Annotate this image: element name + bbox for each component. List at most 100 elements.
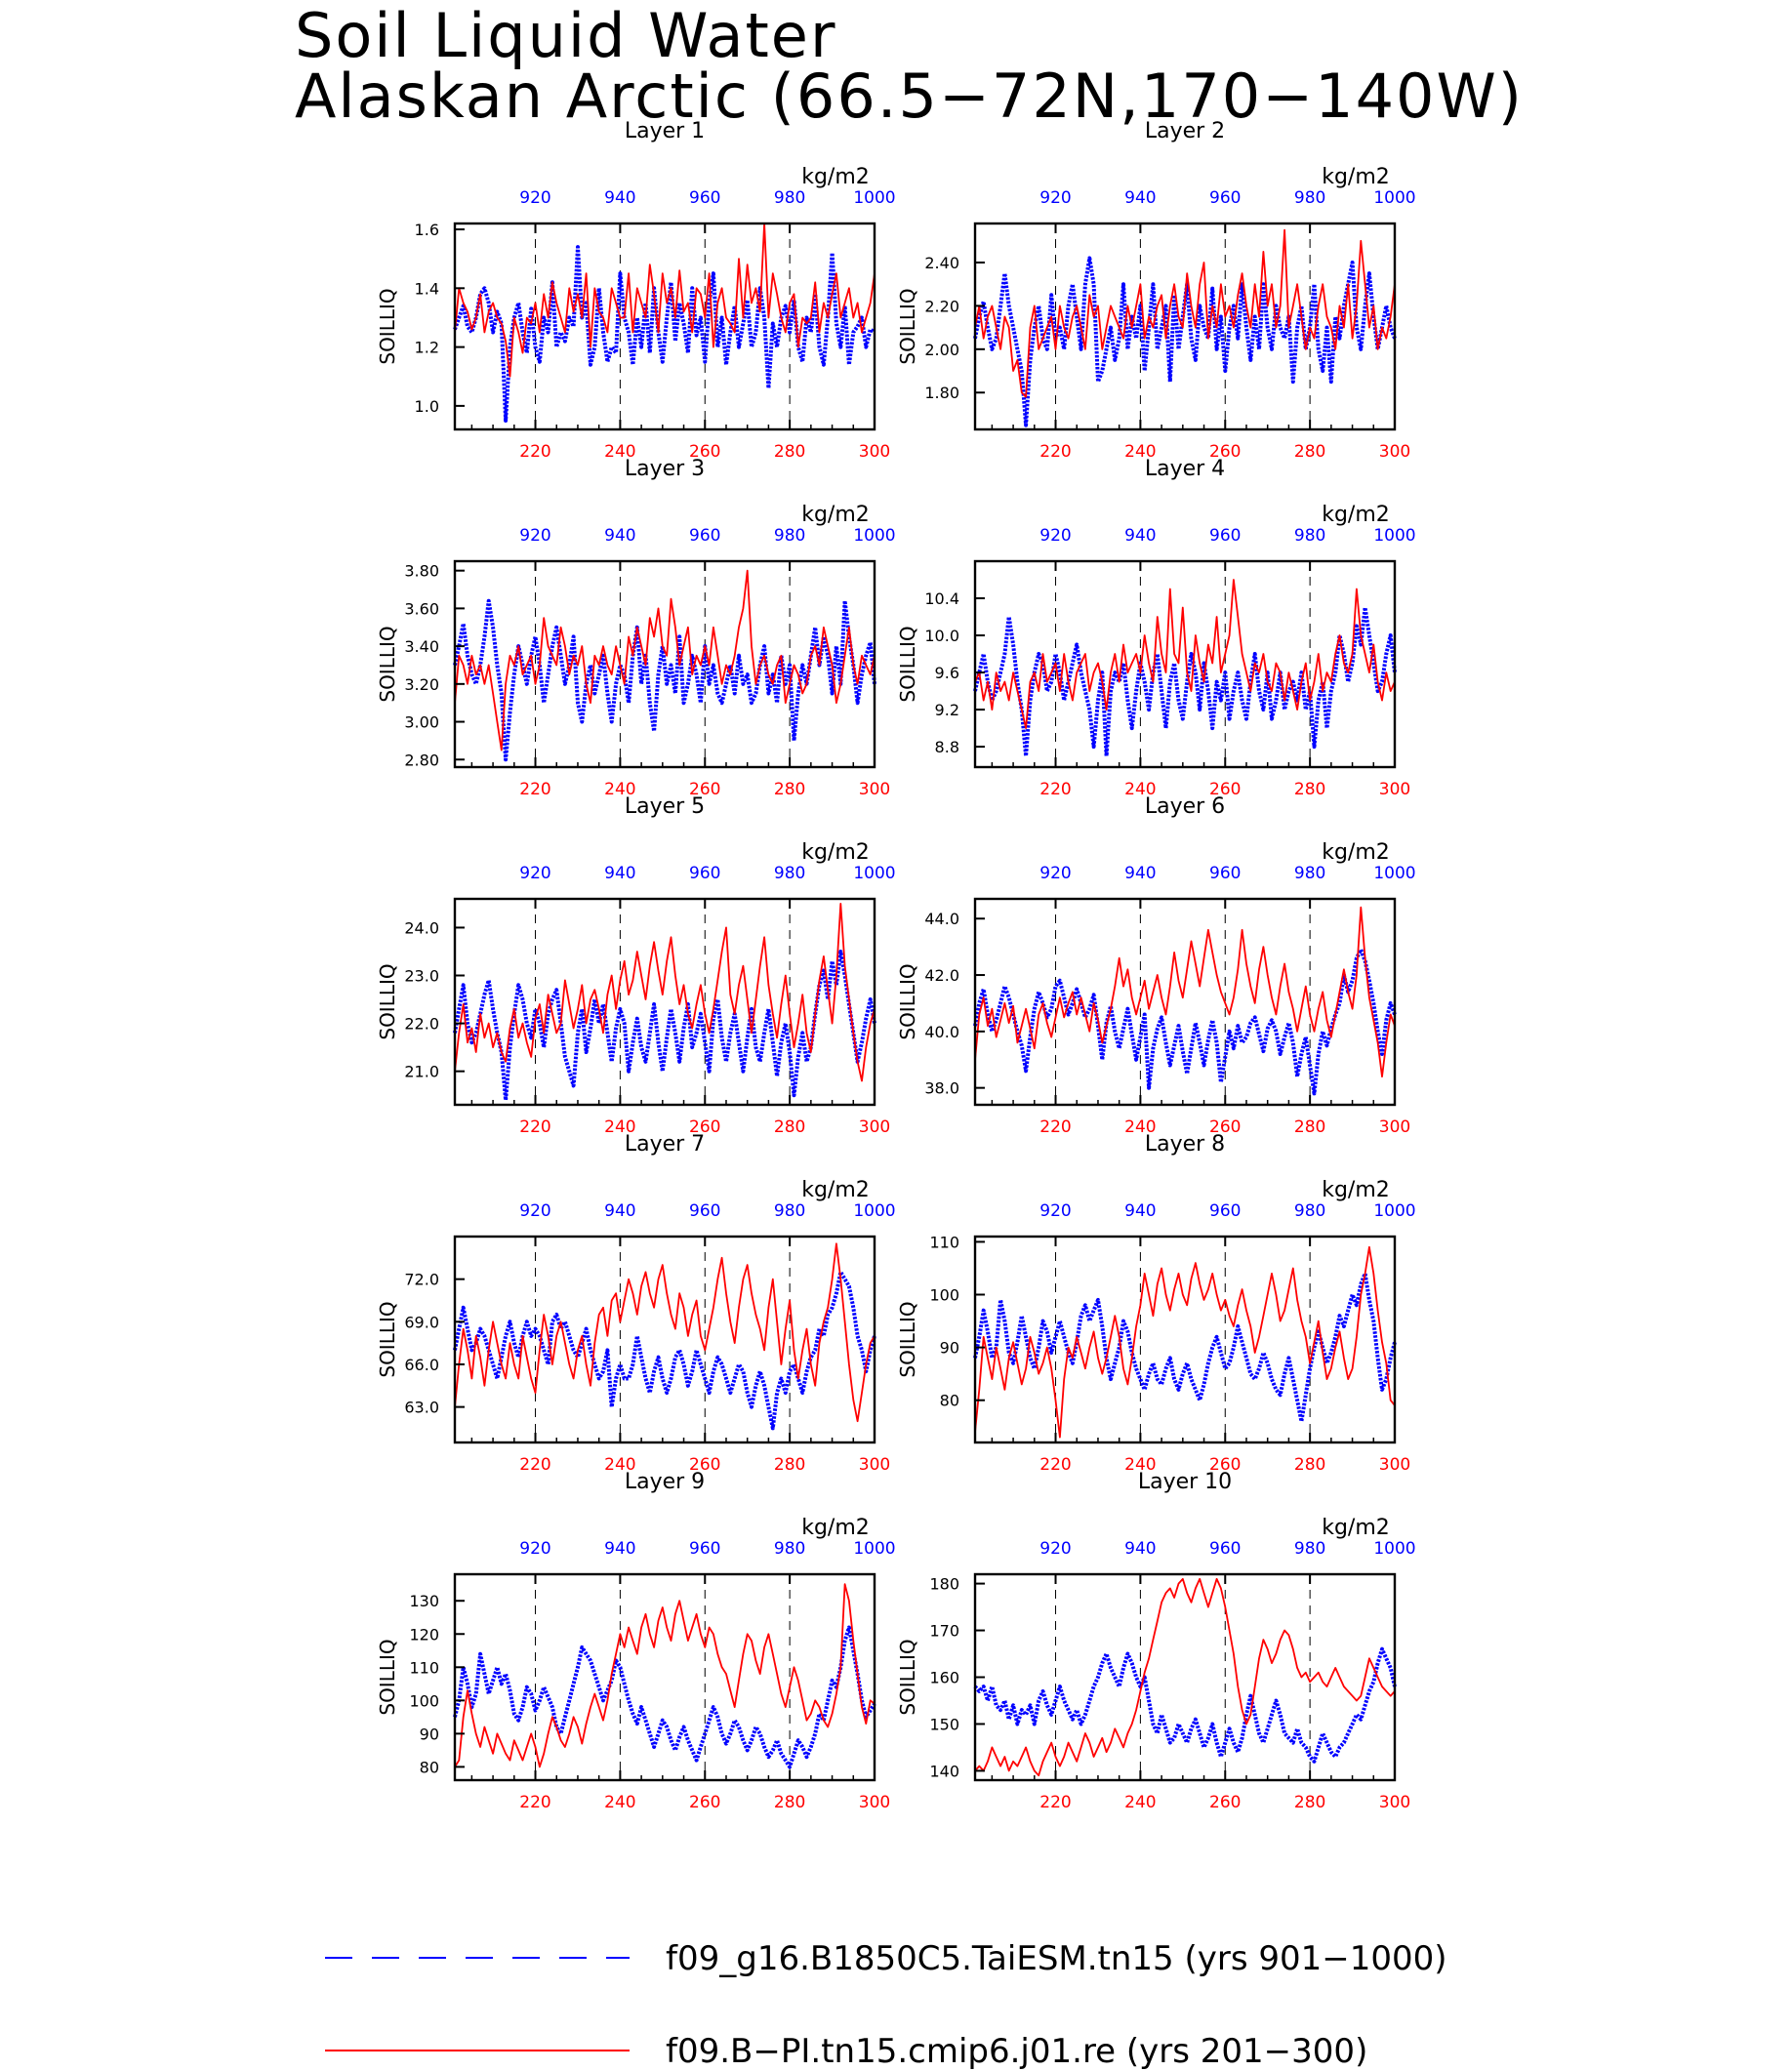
layer10-xtick-label-top: 940	[1124, 1539, 1156, 1559]
layer10-ytick-label: 140	[929, 1762, 959, 1780]
layer5-title: Layer 5	[625, 794, 705, 819]
layer10-ylabel: SOILLIQ	[896, 1639, 919, 1715]
layer1-xtick-label-top: 940	[604, 188, 635, 208]
layer1-ytick-label: 1.4	[415, 279, 439, 298]
layer5-xtick-label-bottom: 240	[604, 1117, 635, 1137]
layer5-top-unit: kg/m2	[801, 840, 870, 865]
legend-label-0: f09_g16.B1850C5.TaiESM.tn15 (yrs 901−100…	[666, 1939, 1447, 1978]
layer10-ytick-label: 180	[929, 1575, 959, 1594]
layer1-xtick-label-bottom: 220	[519, 442, 550, 462]
layer10-xtick-label-top: 1000	[1373, 1539, 1415, 1559]
layer4-series-red	[974, 579, 1396, 729]
layer9-xtick-label-bottom: 220	[519, 1793, 550, 1812]
layer4-title: Layer 4	[1145, 457, 1225, 481]
layer7-title: Layer 7	[625, 1132, 705, 1157]
layer1-plot-frame	[453, 222, 876, 431]
layer7-xtick-label-top: 940	[604, 1201, 635, 1221]
layer3-xtick-label-bottom: 220	[519, 780, 550, 799]
layer1-series-blue	[453, 245, 876, 423]
layer2-xtick-label-top: 940	[1124, 188, 1156, 208]
layer3-ytick-label: 3.80	[404, 562, 439, 581]
layer4-xtick-label-top: 940	[1124, 526, 1156, 546]
layer4-ytick-label: 9.6	[935, 664, 959, 682]
layer5-ytick-label: 21.0	[404, 1063, 439, 1081]
layer2-xtick-label-bottom: 280	[1294, 442, 1325, 462]
layer7-top-unit: kg/m2	[801, 1178, 870, 1202]
layer4-ytick-label: 10.4	[924, 589, 959, 608]
figure-title-line-2: Alaskan Arctic (66.5−72N,170−140W)	[295, 61, 1524, 132]
layer7-plot-frame	[453, 1235, 876, 1444]
layer5-xtick-label-bottom: 260	[689, 1117, 720, 1137]
layer9-xtick-label-top: 920	[519, 1539, 550, 1559]
layer8-ytick-label: 100	[929, 1286, 959, 1305]
layer8-xtick-label-top: 980	[1294, 1201, 1325, 1221]
layer1-xtick-label-bottom: 240	[604, 442, 635, 462]
layer1-series-red	[454, 223, 876, 378]
layer5-xtick-label-top: 980	[774, 864, 805, 883]
layer6-xtick-label-bottom: 300	[1379, 1117, 1410, 1137]
layer5-xtick-label-bottom: 300	[859, 1117, 890, 1137]
layer2-xtick-label-top: 980	[1294, 188, 1325, 208]
layer2-xtick-label-bottom: 240	[1124, 442, 1156, 462]
layer7-ytick-label: 69.0	[404, 1313, 439, 1331]
layer1-top-unit: kg/m2	[801, 165, 870, 189]
layer10-xtick-label-bottom: 240	[1124, 1793, 1156, 1812]
layer2-ytick-label: 2.00	[924, 341, 959, 359]
layer6-plot-frame	[973, 897, 1397, 1107]
layer10-series-red	[974, 1577, 1396, 1777]
layer6-xtick-label-bottom: 260	[1209, 1117, 1241, 1137]
layer1-ytick-label: 1.2	[415, 339, 439, 357]
layer1-xtick-label-bottom: 300	[859, 442, 890, 462]
layer2-plot-frame	[973, 222, 1397, 431]
layer10-xtick-label-bottom: 300	[1379, 1793, 1410, 1812]
layer3-xtick-label-top: 1000	[853, 526, 895, 546]
layer9-xtick-label-bottom: 280	[774, 1793, 805, 1812]
layer7-xtick-label-bottom: 240	[604, 1455, 635, 1475]
layer10-xtick-label-bottom: 220	[1039, 1793, 1071, 1812]
layer4-plot-frame	[973, 559, 1397, 769]
layer10-ytick-label: 150	[929, 1715, 959, 1733]
layer2-ytick-label: 1.80	[924, 384, 959, 402]
layer8-xtick-label-top: 940	[1124, 1201, 1156, 1221]
layer9-series-blue	[453, 1625, 876, 1769]
layer1-title: Layer 1	[625, 119, 705, 143]
layer8-xtick-label-top: 1000	[1373, 1201, 1415, 1221]
legend-label-1: f09.B−PI.tn15.cmip6.j01.re (yrs 201−300)	[666, 2032, 1367, 2071]
layer4-xtick-label-bottom: 280	[1294, 780, 1325, 799]
layer2-series-red	[974, 228, 1396, 398]
layer5-xtick-label-bottom: 220	[519, 1117, 550, 1137]
layer5-xtick-label-bottom: 280	[774, 1117, 805, 1137]
layer5-series-blue	[453, 950, 876, 1103]
layer7-xtick-label-bottom: 220	[519, 1455, 550, 1475]
layer5-ytick-label: 22.0	[404, 1015, 439, 1034]
layer8-ytick-label: 110	[929, 1233, 959, 1251]
layer9-xtick-label-bottom: 240	[604, 1793, 635, 1812]
layer2-xtick-label-top: 920	[1039, 188, 1071, 208]
layer8-ylabel: SOILLIQ	[896, 1301, 919, 1377]
layer9-ytick-label: 120	[409, 1625, 439, 1644]
layer5-series-red	[454, 903, 876, 1082]
layer1-ytick-label: 1.6	[415, 221, 439, 239]
layer9-plot-frame	[453, 1572, 876, 1782]
layer6-top-unit: kg/m2	[1322, 840, 1390, 865]
layer7-xtick-label-top: 920	[519, 1201, 550, 1221]
layer10-title: Layer 10	[1138, 1470, 1232, 1494]
layer9-ytick-label: 110	[409, 1658, 439, 1677]
layer2-xtick-label-top: 1000	[1373, 188, 1415, 208]
layer1-ytick-label: 1.0	[415, 397, 439, 416]
layer10-ytick-label: 170	[929, 1622, 959, 1641]
layer3-title: Layer 3	[625, 457, 705, 481]
layer3-ytick-label: 2.80	[404, 751, 439, 769]
layer9-xtick-label-top: 960	[689, 1539, 720, 1559]
layer8-xtick-label-bottom: 260	[1209, 1455, 1241, 1475]
layer8-title: Layer 8	[1145, 1132, 1225, 1157]
layer4-xtick-label-bottom: 300	[1379, 780, 1410, 799]
layer4-xtick-label-bottom: 260	[1209, 780, 1241, 799]
layer3-xtick-label-bottom: 280	[774, 780, 805, 799]
layer3-plot-frame	[453, 559, 876, 769]
layer1-xtick-label-top: 920	[519, 188, 550, 208]
layer2-ytick-label: 2.40	[924, 254, 959, 272]
layer7-xtick-label-top: 1000	[853, 1201, 895, 1221]
layer6-xtick-label-top: 960	[1209, 864, 1241, 883]
layer9-xtick-label-bottom: 260	[689, 1793, 720, 1812]
